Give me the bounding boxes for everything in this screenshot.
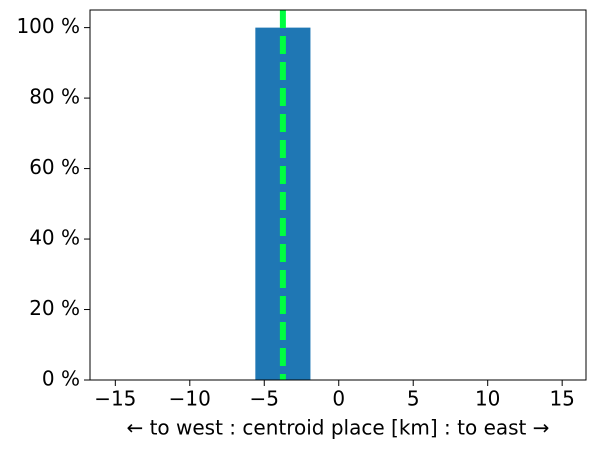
x-tick-label: 5 xyxy=(407,387,420,411)
x-tick-label: −15 xyxy=(94,387,136,411)
x-tick-label: −10 xyxy=(169,387,211,411)
x-tick-label: 10 xyxy=(475,387,500,411)
y-tick-label: 80 % xyxy=(29,85,80,109)
x-tick-label: 15 xyxy=(549,387,574,411)
y-tick-label: 100 % xyxy=(16,14,80,38)
x-axis-label: ← to west : centroid place [km] : to eas… xyxy=(126,416,549,440)
x-tick-label: −5 xyxy=(250,387,279,411)
x-tick-label: 0 xyxy=(332,387,345,411)
plot-frame xyxy=(89,9,587,381)
y-tick-label: 60 % xyxy=(29,155,80,179)
y-tick-label: 20 % xyxy=(29,296,80,320)
y-tick-label: 40 % xyxy=(29,226,80,250)
y-tick-label: 0 % xyxy=(42,367,80,391)
